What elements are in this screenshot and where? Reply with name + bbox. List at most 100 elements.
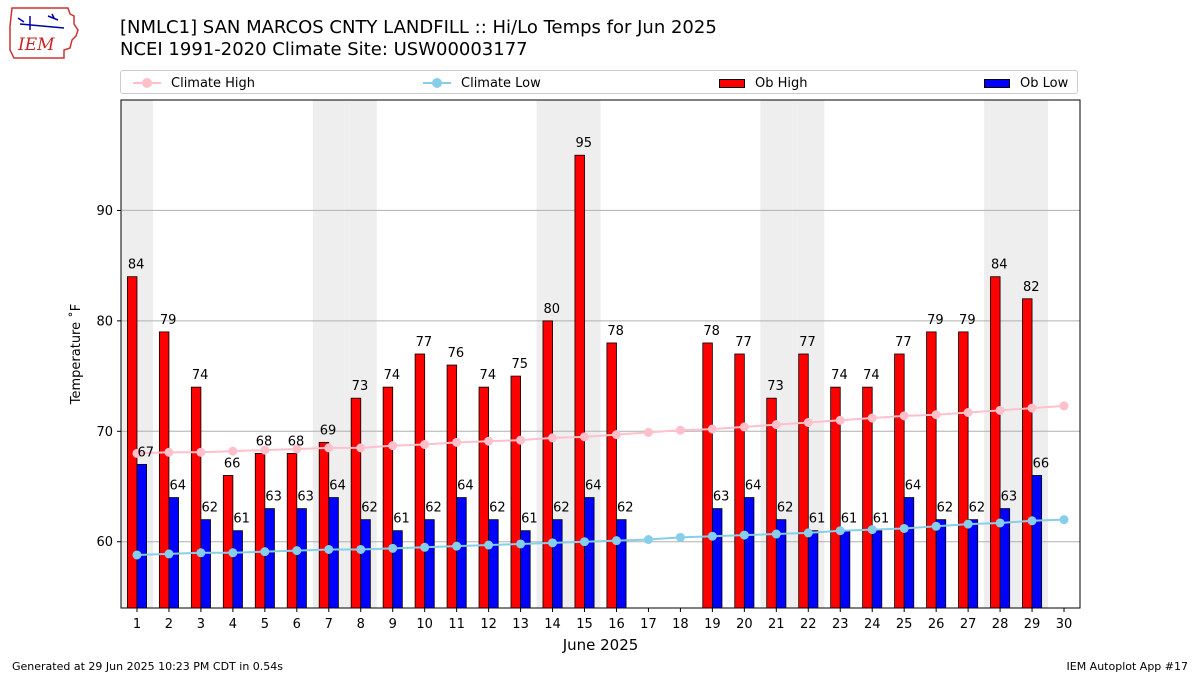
data-label-ob-high: 77 <box>735 335 752 350</box>
bar-ob-high <box>510 375 521 609</box>
bar-ob-low <box>807 530 819 609</box>
climate-high-point <box>899 411 909 421</box>
bar-ob-high <box>254 452 266 609</box>
x-axis-label: June 2025 <box>562 636 639 654</box>
climate-low-point <box>867 525 877 535</box>
legend-swatch-ob-high <box>719 78 745 88</box>
bar-ob-high <box>190 386 202 609</box>
x-tick-label: 14 <box>544 617 561 632</box>
bar-ob-high <box>286 452 298 609</box>
x-tick-label: 19 <box>704 617 721 632</box>
y-tick-label: 70 <box>96 425 113 440</box>
climate-high-point <box>228 446 238 456</box>
bar-ob-low <box>200 519 211 609</box>
bar-ob-high <box>446 364 458 609</box>
bar-ob-high <box>926 331 937 609</box>
climate-high-point <box>132 448 142 458</box>
bar-ob-low <box>871 530 883 609</box>
data-label-ob-high: 77 <box>895 335 912 350</box>
bar-ob-high <box>158 331 170 609</box>
climate-low-point <box>324 544 334 554</box>
legend-label-ob-low: Ob Low <box>1020 75 1069 91</box>
plot-frame <box>120 99 1081 609</box>
x-tick-label: 28 <box>992 617 1009 632</box>
bar-ob-low <box>967 519 979 609</box>
legend-label-climate-low: Climate Low <box>461 75 541 91</box>
climate-high-point <box>739 422 749 432</box>
data-label-ob-high: 84 <box>991 258 1008 273</box>
x-tick-label: 3 <box>197 617 205 632</box>
climate-low-point <box>356 544 366 554</box>
x-tick-label: 26 <box>928 617 945 632</box>
data-label-ob-low: 62 <box>553 501 570 516</box>
bar-ob-low <box>392 530 403 609</box>
data-label-ob-low: 62 <box>937 501 954 516</box>
climate-high-point <box>963 408 973 418</box>
legend-item-climate-high: Climate High <box>133 74 255 92</box>
climate-high-point <box>803 417 813 427</box>
climate-high-point <box>1027 403 1037 413</box>
climate-high-point <box>1059 401 1069 411</box>
bar-ob-high <box>702 342 713 609</box>
bar-ob-high <box>734 353 745 609</box>
climate-low-point <box>1059 515 1069 525</box>
data-label-ob-high: 74 <box>384 368 401 383</box>
legend-item-climate-low: Climate Low <box>423 74 541 92</box>
climate-high-point <box>931 410 941 420</box>
x-tick-label: 6 <box>293 617 301 632</box>
climate-low-point <box>707 531 717 541</box>
x-tick-label: 29 <box>1024 617 1041 632</box>
bar-ob-low <box>935 519 947 609</box>
data-label-ob-low: 61 <box>809 512 826 527</box>
climate-high-point <box>260 445 270 455</box>
data-label-ob-low: 64 <box>585 479 602 494</box>
bar-ob-low <box>360 519 371 609</box>
bar-ob-low <box>232 530 243 609</box>
climate-high-point <box>643 427 653 437</box>
climate-low-point <box>132 550 142 560</box>
climate-low-point <box>771 529 781 539</box>
legend-swatch-climate-high <box>133 78 161 88</box>
climate-high-point <box>292 444 302 454</box>
bar-ob-low <box>839 530 851 609</box>
climate-high-point <box>580 432 590 442</box>
climate-low-point <box>452 541 462 551</box>
x-tick-label: 25 <box>896 617 913 632</box>
data-label-ob-high: 66 <box>224 456 241 471</box>
x-tick-label: 27 <box>960 617 977 632</box>
data-label-ob-low: 63 <box>297 490 314 505</box>
data-label-ob-high: 77 <box>799 335 816 350</box>
x-tick-label: 9 <box>389 617 397 632</box>
data-label-ob-low: 62 <box>489 501 506 516</box>
x-tick-label: 4 <box>229 617 237 632</box>
bar-ob-low <box>616 519 627 609</box>
y-tick-label: 60 <box>96 535 113 550</box>
bar-ob-high <box>542 320 553 609</box>
data-label-ob-low: 61 <box>233 512 250 527</box>
x-tick-label: 2 <box>165 617 173 632</box>
bar-ob-low <box>584 497 595 609</box>
data-label-ob-high: 68 <box>288 434 305 449</box>
data-label-ob-low: 64 <box>905 479 922 494</box>
data-label-ob-high: 74 <box>863 368 880 383</box>
data-label-ob-high: 68 <box>256 434 273 449</box>
x-tick-label: 10 <box>416 617 433 632</box>
data-label-ob-high: 74 <box>831 368 848 383</box>
data-label-ob-high: 84 <box>128 258 145 273</box>
data-label-ob-low: 62 <box>361 501 378 516</box>
climate-low-point <box>643 535 653 545</box>
y-tick-label: 90 <box>96 204 113 219</box>
data-label-ob-high: 82 <box>1023 280 1040 295</box>
bar-ob-low <box>743 497 755 609</box>
climate-low-point <box>548 538 558 548</box>
data-label-ob-high: 79 <box>959 313 976 328</box>
climate-high-point <box>164 447 174 457</box>
data-label-ob-low: 62 <box>969 501 986 516</box>
data-label-ob-high: 79 <box>160 313 177 328</box>
climate-low-point <box>931 521 941 531</box>
climate-high-point <box>196 447 206 457</box>
climate-high-point <box>675 425 685 435</box>
bar-ob-high <box>222 475 234 609</box>
climate-low-point <box>1027 516 1037 526</box>
climate-low-point <box>260 547 270 557</box>
